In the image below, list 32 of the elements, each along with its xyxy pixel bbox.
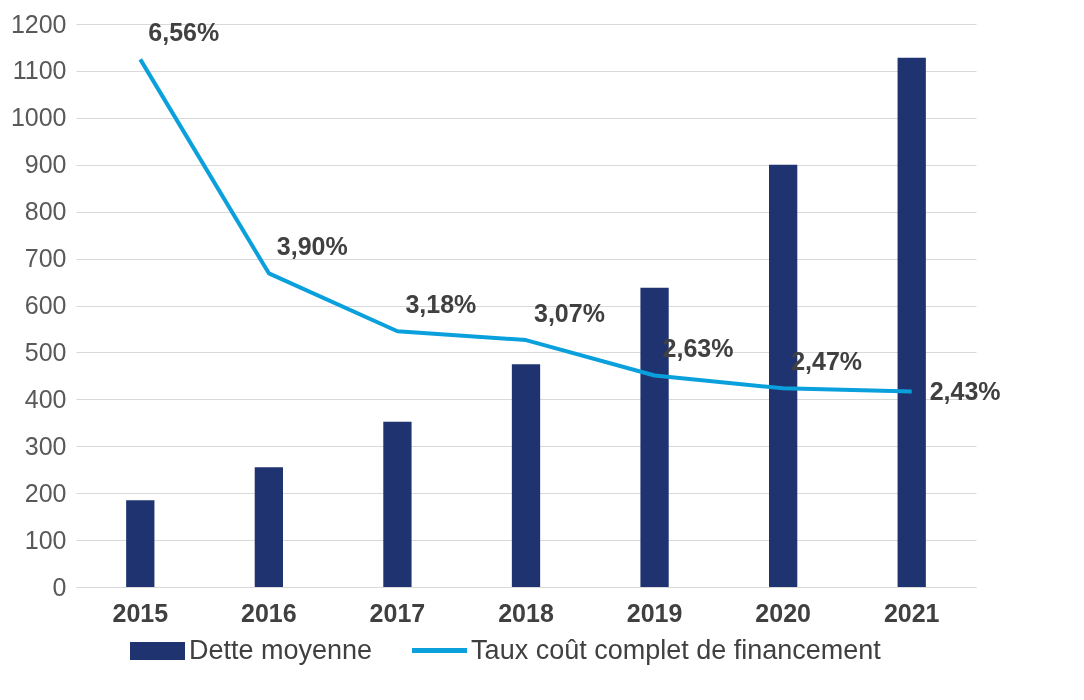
bar	[126, 500, 155, 587]
data-label: 6,56%	[148, 18, 220, 47]
y-tick-label: 1100	[12, 56, 67, 85]
data-label: 3,18%	[405, 290, 477, 319]
bar	[383, 421, 412, 587]
y-tick-label: 1200	[10, 9, 67, 38]
x-tick-label: 2016	[241, 598, 297, 627]
data-label: 2,43%	[929, 376, 1001, 405]
x-tick-label: 2015	[112, 598, 169, 627]
y-tick-label: 500	[24, 337, 67, 366]
y-tick-label: 700	[24, 244, 67, 273]
bar	[511, 364, 541, 587]
x-tick-label: 2021	[883, 598, 940, 627]
x-tick-label: 2017	[369, 598, 426, 627]
y-tick-label: 800	[24, 197, 67, 226]
y-tick-label: 300	[24, 431, 67, 460]
y-tick-label: 1000	[10, 103, 67, 132]
legend-label: Taux coût complet de financement	[471, 635, 881, 666]
legend-label: Dette moyenne	[189, 635, 373, 666]
y-tick-label: 900	[24, 150, 67, 179]
x-tick-label: 2018	[498, 598, 554, 627]
y-tick-label: 200	[24, 478, 67, 507]
y-tick-label: 400	[24, 384, 67, 413]
y-tick-label: 0	[52, 572, 67, 601]
data-label: 3,90%	[276, 232, 348, 261]
x-tick-label: 2019	[626, 598, 683, 627]
data-label: 3,07%	[534, 299, 605, 328]
y-tick-label: 100	[24, 525, 67, 554]
bar	[254, 467, 283, 587]
bar	[897, 57, 926, 587]
y-tick-label: 600	[24, 291, 67, 319]
x-tick-label: 2020	[755, 598, 811, 627]
